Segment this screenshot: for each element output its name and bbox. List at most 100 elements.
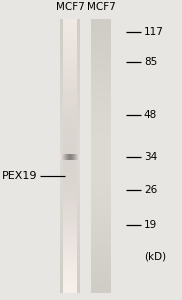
Bar: [91, 60, 111, 65]
Bar: [91, 79, 111, 83]
Bar: [91, 247, 111, 252]
Bar: [91, 202, 111, 206]
Bar: [63, 77, 77, 81]
Bar: [75, 154, 76, 160]
Bar: [60, 154, 61, 160]
Bar: [91, 188, 111, 192]
Bar: [63, 74, 77, 78]
Bar: [63, 60, 77, 64]
Bar: [63, 265, 77, 269]
Bar: [63, 33, 77, 37]
Bar: [60, 24, 80, 28]
Bar: [60, 252, 80, 256]
Bar: [60, 33, 80, 38]
Bar: [63, 53, 77, 57]
Bar: [60, 47, 80, 51]
Bar: [60, 124, 80, 129]
Bar: [60, 215, 80, 220]
Bar: [74, 154, 75, 160]
Bar: [63, 255, 77, 259]
Bar: [91, 274, 111, 279]
Bar: [60, 83, 80, 88]
Bar: [91, 24, 111, 28]
Bar: [63, 108, 77, 112]
Bar: [91, 252, 111, 256]
Bar: [70, 154, 71, 160]
Bar: [91, 169, 111, 174]
Bar: [91, 28, 111, 33]
Bar: [60, 101, 80, 106]
Bar: [63, 245, 77, 248]
Bar: [60, 165, 80, 169]
Bar: [61, 154, 62, 160]
Bar: [91, 165, 111, 169]
Text: 34: 34: [144, 152, 157, 162]
Bar: [63, 20, 77, 23]
Bar: [60, 238, 80, 242]
Bar: [60, 160, 80, 165]
Bar: [62, 154, 63, 160]
Bar: [63, 146, 77, 149]
Bar: [91, 142, 111, 147]
Bar: [77, 154, 78, 160]
Bar: [91, 242, 111, 247]
Bar: [63, 112, 77, 115]
Bar: [60, 197, 80, 202]
Bar: [91, 56, 111, 60]
Bar: [60, 174, 80, 179]
Bar: [77, 154, 78, 160]
Bar: [60, 20, 80, 24]
Bar: [91, 279, 111, 283]
Bar: [70, 154, 71, 160]
Text: 48: 48: [144, 110, 157, 120]
Bar: [63, 272, 77, 276]
Bar: [91, 133, 111, 138]
Bar: [91, 124, 111, 129]
Bar: [63, 115, 77, 119]
Bar: [63, 159, 77, 163]
Bar: [91, 215, 111, 220]
Bar: [60, 274, 80, 279]
Bar: [63, 136, 77, 139]
Bar: [63, 94, 77, 98]
Bar: [60, 270, 80, 274]
Bar: [60, 261, 80, 265]
Bar: [63, 91, 77, 95]
Bar: [63, 228, 77, 231]
Bar: [91, 224, 111, 229]
Bar: [68, 154, 69, 160]
Bar: [64, 154, 65, 160]
Bar: [63, 231, 77, 235]
Bar: [60, 169, 80, 174]
Bar: [63, 279, 77, 283]
Bar: [63, 214, 77, 218]
Bar: [91, 92, 111, 97]
Bar: [91, 220, 111, 224]
Bar: [60, 60, 80, 65]
Bar: [75, 154, 76, 160]
Bar: [72, 154, 73, 160]
Bar: [63, 30, 77, 33]
Bar: [63, 129, 77, 132]
Bar: [91, 20, 111, 24]
Bar: [91, 74, 111, 79]
Bar: [91, 156, 111, 160]
Bar: [60, 156, 80, 160]
Bar: [74, 154, 75, 160]
Bar: [63, 37, 77, 40]
Text: PEX19: PEX19: [2, 171, 37, 181]
Bar: [60, 229, 80, 233]
Bar: [91, 192, 111, 197]
Bar: [63, 84, 77, 88]
Bar: [60, 115, 80, 120]
Bar: [63, 122, 77, 126]
Bar: [66, 154, 67, 160]
Bar: [91, 88, 111, 92]
Bar: [63, 105, 77, 109]
Bar: [63, 282, 77, 286]
Bar: [91, 138, 111, 142]
Bar: [91, 38, 111, 42]
Bar: [60, 242, 80, 247]
Bar: [63, 183, 77, 187]
Bar: [63, 248, 77, 252]
